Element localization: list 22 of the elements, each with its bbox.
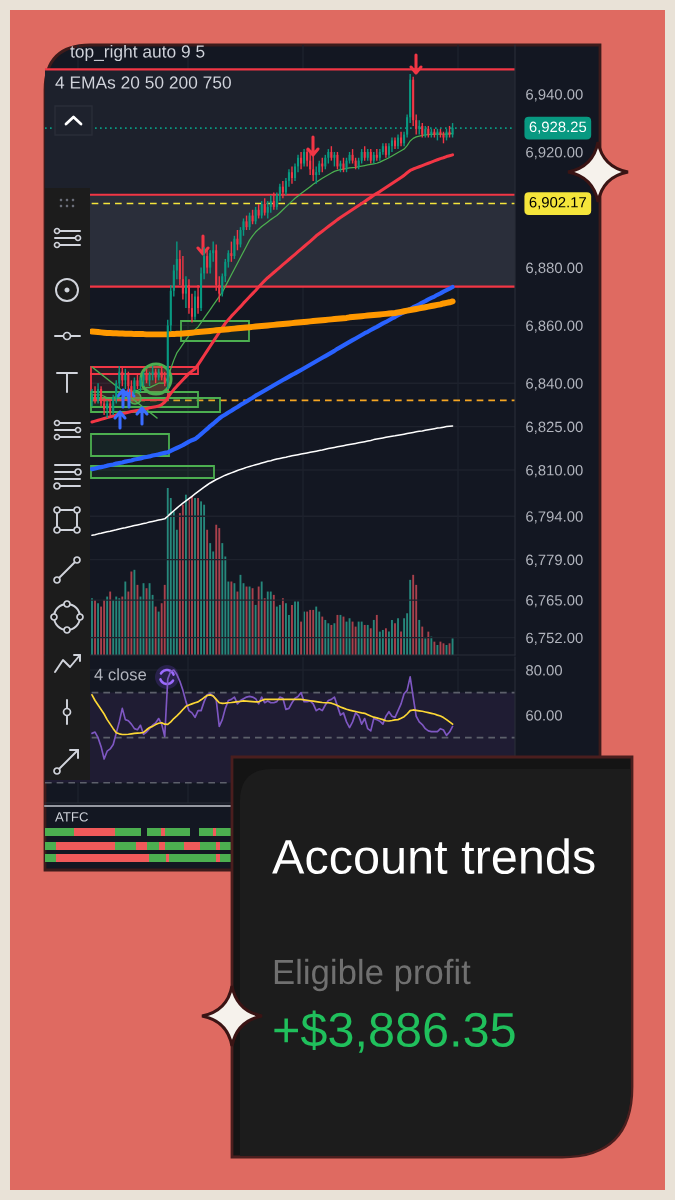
y-tick-label: 6,920.00 bbox=[526, 146, 583, 160]
y-tick-label: 6,752.00 bbox=[526, 632, 583, 645]
text: Account trends bbox=[272, 838, 595, 875]
y-tick-label: 6,840.00 bbox=[526, 378, 583, 391]
text: +$3,886.35 bbox=[274, 1010, 515, 1053]
y-tick-label: 60.00 bbox=[526, 710, 563, 721]
y-tick-label: 6,794.00 bbox=[526, 511, 583, 524]
y-tick-label: 6,860.00 bbox=[526, 320, 583, 333]
ref-line-label: 6,928.25 bbox=[529, 121, 587, 134]
y-tick-label: 80.00 bbox=[526, 665, 563, 676]
annotation: top_right auto 9 5 bbox=[70, 44, 205, 62]
ref-line-label: 6,902.17 bbox=[529, 196, 586, 210]
y-tick-label: 6,940.00 bbox=[526, 89, 583, 102]
y-tick-label: 6,779.00 bbox=[526, 554, 583, 567]
y-tick-label: 6,810.00 bbox=[526, 464, 583, 478]
text: Eligible profit bbox=[274, 958, 471, 992]
annotation: 4 EMAs 20 50 200 750 bbox=[55, 76, 231, 89]
y-tick-label: 6,825.00 bbox=[526, 421, 583, 434]
text: 4 close bbox=[94, 668, 147, 681]
y-tick-label: 6,765.00 bbox=[526, 595, 583, 608]
text: ATFC bbox=[55, 812, 88, 822]
y-tick-label: 6,880.00 bbox=[526, 262, 583, 275]
